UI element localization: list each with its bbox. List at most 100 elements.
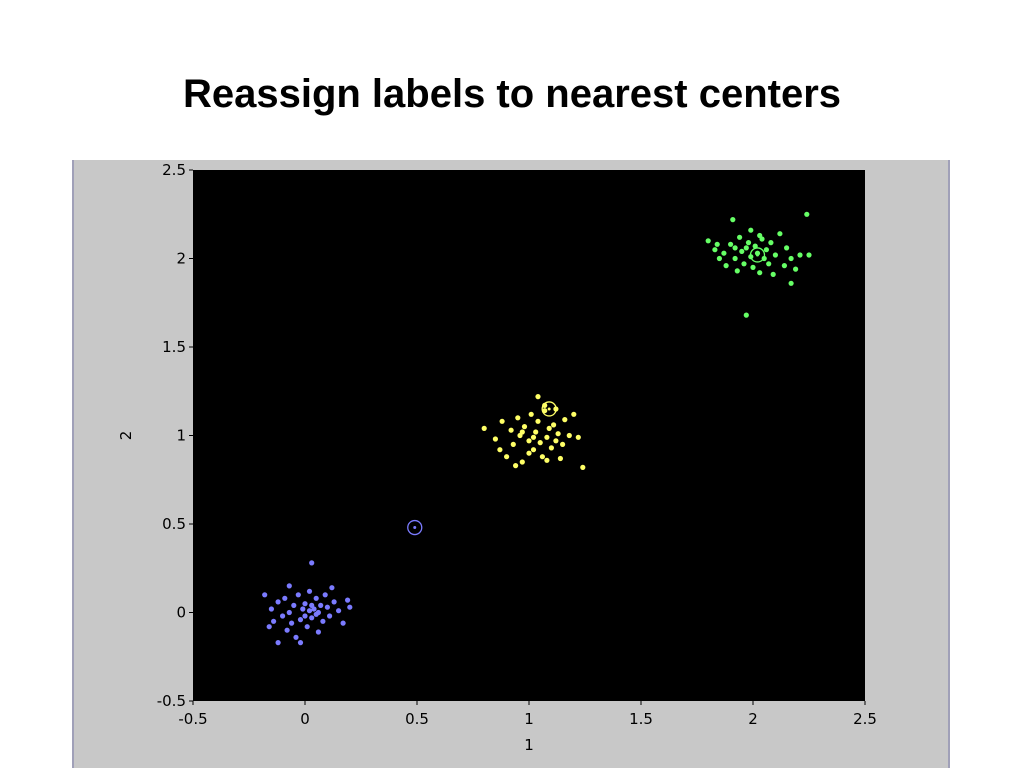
data-point: [781, 263, 788, 269]
data-point: [535, 394, 541, 400]
data-point: [329, 585, 335, 591]
data-point: [481, 425, 487, 431]
data-point: [280, 613, 286, 619]
data-point: [268, 606, 274, 612]
data-point: [340, 620, 346, 626]
center-dot: [547, 407, 551, 411]
data-point: [580, 464, 586, 470]
data-point: [743, 245, 749, 251]
figure-panel: -0.5 0 0.5 1 1.5 2 2.5 -0.5 0 0.5 1 1.5 2 2.5 1 2: [72, 160, 950, 768]
data-point: [345, 597, 351, 603]
x-tick-label: 0.5: [405, 710, 429, 728]
data-point: [266, 624, 272, 630]
y-tick-label: 1: [176, 427, 186, 445]
y-tick-label: 0.5: [162, 515, 186, 533]
data-point: [318, 602, 324, 608]
data-point: [526, 450, 532, 456]
y-tick-label: 2: [176, 250, 186, 268]
axes-background: [193, 170, 865, 701]
x-tick-label: 2.5: [853, 710, 877, 728]
data-point: [562, 417, 568, 423]
data-point: [504, 454, 510, 460]
data-point: [797, 252, 803, 258]
data-point: [745, 240, 752, 246]
data-point: [712, 247, 718, 253]
data-point: [528, 411, 534, 417]
data-point: [275, 640, 281, 646]
data-point: [716, 255, 723, 262]
x-tick-label: 1: [524, 710, 534, 728]
data-point: [750, 264, 756, 270]
data-point: [741, 261, 747, 267]
data-point: [743, 312, 749, 318]
data-point: [492, 436, 498, 442]
data-point: [291, 602, 297, 608]
x-tick-label: 0: [300, 710, 310, 728]
data-point: [513, 463, 519, 469]
data-point: [560, 441, 566, 447]
data-point: [763, 247, 770, 253]
data-point: [284, 627, 290, 633]
data-point: [730, 217, 736, 223]
cluster-center-marker: [749, 247, 766, 263]
data-point: [770, 271, 776, 277]
data-point: [748, 227, 754, 233]
data-point: [262, 592, 268, 598]
data-point: [553, 438, 559, 444]
cluster-centers-layer: [407, 247, 766, 536]
x-axis-label: 1: [524, 736, 534, 754]
data-point: [526, 438, 532, 444]
data-point: [327, 613, 333, 619]
y-tick-label: 1.5: [162, 338, 186, 356]
data-point: [315, 629, 321, 635]
data-point: [551, 422, 557, 428]
data-point: [519, 459, 525, 465]
y-tick-label: 2.5: [162, 161, 186, 179]
data-point: [777, 231, 783, 237]
data-point: [557, 455, 563, 462]
data-point: [336, 608, 342, 614]
data-point: [530, 434, 537, 440]
data-point: [275, 599, 281, 605]
data-point: [302, 601, 308, 607]
data-point: [311, 606, 317, 612]
data-point: [705, 238, 711, 244]
data-point: [331, 599, 337, 605]
data-point: [723, 263, 729, 269]
data-point: [286, 583, 292, 589]
data-point: [515, 415, 521, 421]
data-point: [544, 457, 550, 463]
center-dot: [755, 253, 759, 257]
x-tick-label: 2: [748, 710, 758, 728]
data-point: [548, 445, 554, 451]
data-point: [757, 270, 763, 276]
data-point: [571, 411, 577, 417]
center-ring: [541, 401, 557, 417]
data-point: [300, 606, 306, 612]
data-point: [293, 634, 299, 640]
data-point: [271, 618, 277, 624]
data-point: [721, 250, 727, 256]
center-dot: [413, 526, 417, 530]
y-tick-label: -0.5: [157, 692, 186, 710]
data-point: [555, 431, 561, 437]
x-tick-label: 1.5: [629, 710, 653, 728]
data-point: [757, 232, 763, 239]
data-point: [295, 592, 301, 598]
y-tick-label: 0: [176, 604, 186, 622]
x-axis-ticks: -0.5 0 0.5 1 1.5 2 2.5: [178, 701, 877, 728]
data-point: [315, 609, 321, 616]
data-point: [306, 588, 313, 594]
center-ring: [407, 519, 423, 536]
data-point: [347, 604, 353, 610]
y-axis-label: 2: [117, 431, 135, 441]
data-point: [309, 615, 315, 621]
data-point: [546, 425, 552, 431]
data-point: [530, 447, 537, 453]
data-point: [714, 241, 720, 247]
x-tick-label: -0.5: [178, 710, 207, 728]
data-point: [508, 427, 514, 433]
data-point: [322, 592, 328, 598]
data-point: [804, 211, 810, 217]
data-point: [510, 441, 516, 447]
